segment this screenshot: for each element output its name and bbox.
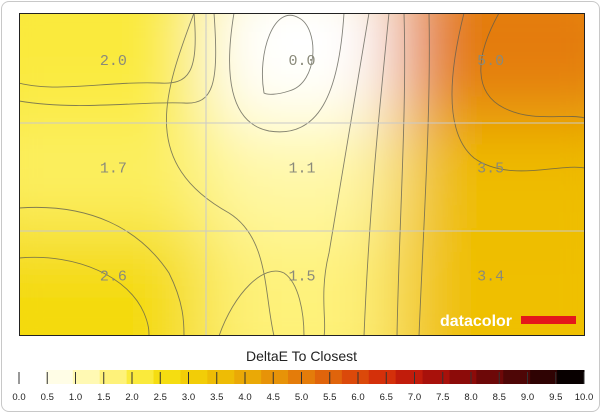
colorbar-tick-label: 4.5 [267, 392, 280, 403]
cell-value-label: 1.5 [288, 268, 315, 285]
cell-value-label: 3.5 [477, 161, 504, 178]
colorbar-tick-label: 3.0 [182, 392, 195, 403]
colorbar-tick-label: 7.5 [436, 392, 449, 403]
heatmap-cell [207, 120, 397, 229]
colorbar-tick-label: 8.5 [493, 392, 506, 403]
colorbar-swatch [261, 370, 289, 384]
colorbar-tick-label: 9.5 [549, 392, 562, 403]
colorbar-swatch [530, 370, 558, 384]
heatmap-cell [207, 13, 397, 121]
contour-line [218, 270, 305, 336]
contour-line [261, 15, 314, 95]
colorbar-tick-label: 1.0 [69, 392, 82, 403]
colorbar-swatch [449, 370, 477, 384]
colorbar-tick-label: 5.5 [323, 392, 336, 403]
contour-line [480, 13, 585, 119]
cell-value-label: 3.4 [477, 268, 504, 285]
colorbar-swatch [368, 370, 397, 384]
contour-line [323, 13, 370, 336]
colorbar-tick-label: 7.0 [408, 392, 421, 403]
colorbar-swatch [99, 370, 128, 384]
datacolor-logo: datacolor [440, 313, 576, 330]
colorbar-swatch [72, 370, 101, 384]
logo-bar [521, 316, 576, 324]
contour-line [19, 13, 217, 106]
colorbar-tick-label: 0.0 [12, 392, 25, 403]
contour-line [19, 256, 150, 336]
contour-line [396, 13, 406, 336]
colorbar-title: DeltaE To Closest [245, 348, 357, 364]
colorbar: 0.0 0.5 1.0 1.5 2.0 2.5 3.0 3.5 4.0 4.5 5.0 5.5 6.0 6… [12, 370, 594, 403]
logo-text: datacolor [440, 313, 512, 330]
heatmap-cells [19, 13, 585, 336]
colorbar-tick-label: 6.5 [380, 392, 393, 403]
colorbar-swatch [503, 370, 531, 384]
contour-line [363, 13, 390, 336]
colorbar-swatch [341, 370, 370, 384]
colorbar-swatch [234, 370, 262, 384]
colorbar-swatch [314, 370, 343, 384]
colorbar-tick-label: 1.5 [97, 392, 110, 403]
colorbar-swatch [180, 370, 208, 384]
colorbar-tick-label: 2.0 [125, 392, 138, 403]
heatmap-cell [19, 120, 208, 229]
colorbar-tick-label: 8.0 [464, 392, 477, 403]
cell-value-label: 5.0 [477, 53, 504, 70]
contour-line [418, 13, 430, 336]
gridlines [19, 13, 585, 336]
colorbar-swatch [476, 370, 504, 384]
contour-line [19, 13, 196, 88]
heatmap-plot: 2.0 0.0 5.0 1.7 1.1 3.5 2.6 1.5 3.4 datacolor [19, 13, 585, 336]
colorbar-swatch [126, 370, 155, 384]
colorbar-swatch [557, 370, 585, 384]
cell-value-label: 0.0 [288, 53, 315, 70]
colorbar-tick-label: 2.5 [154, 392, 167, 403]
colorbar-swatch [207, 370, 235, 384]
colorbar-swatch [422, 370, 450, 384]
cell-value-label: 1.7 [100, 161, 127, 178]
colorbar-tick-label: 9.0 [521, 392, 534, 403]
colorbar-swatch [45, 370, 74, 384]
contour-lines [19, 13, 585, 336]
heatmap-cell [19, 228, 208, 336]
colorbar-tick-label: 3.5 [210, 392, 223, 403]
contour-line [451, 13, 585, 172]
colorbar-tick-label: 4.0 [238, 392, 251, 403]
plot-border [19, 13, 585, 336]
contour-line [165, 13, 275, 336]
heatmap-cell [396, 13, 585, 121]
cell-value-label: 2.6 [100, 268, 127, 285]
colorbar-swatch [395, 370, 424, 384]
cell-value-label: 2.0 [100, 53, 127, 70]
colorbar-tick-label: 6.0 [351, 392, 364, 403]
colorbar-tick-label: 5.0 [295, 392, 308, 403]
colorbar-swatch [19, 370, 47, 384]
colorbar-tick-label: 10.0 [575, 392, 594, 403]
cell-value-label: 1.1 [288, 161, 315, 178]
contour-line [19, 206, 185, 336]
cell-labels: 2.0 0.0 5.0 1.7 1.1 3.5 2.6 1.5 3.4 [100, 53, 504, 285]
colorbar-swatch [153, 370, 181, 384]
contour-line [229, 13, 345, 133]
colorbar-tick-label: 0.5 [41, 392, 54, 403]
